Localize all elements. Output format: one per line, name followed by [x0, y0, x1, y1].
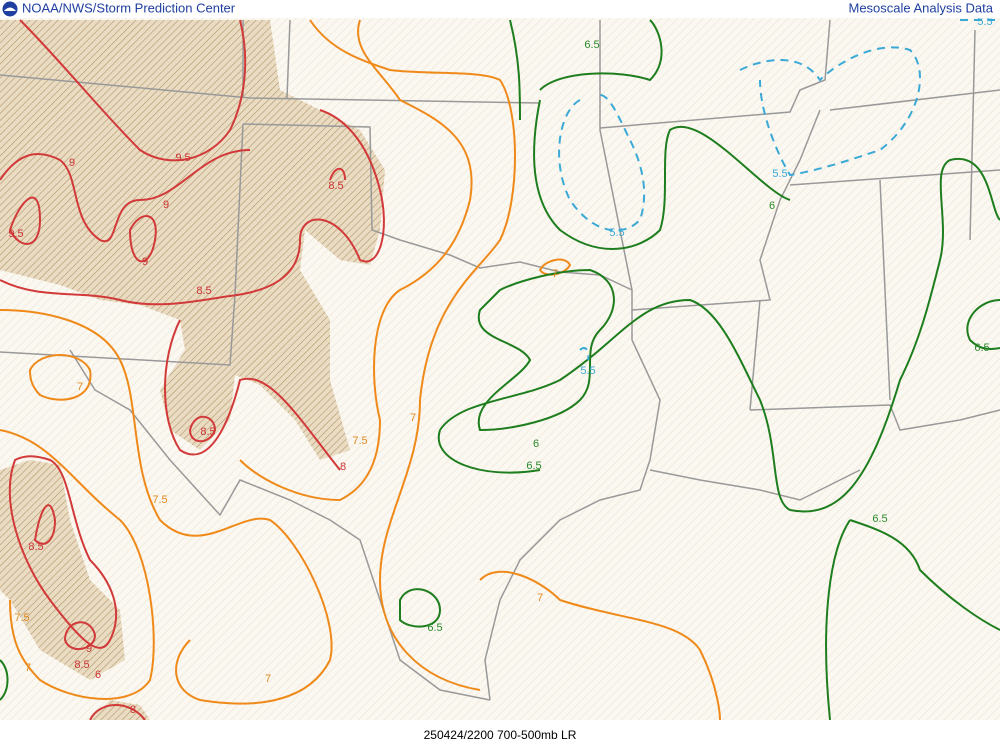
contour-label: 7.5	[152, 494, 167, 506]
contour-label: 6	[533, 438, 539, 450]
contour-label: 7	[77, 381, 83, 393]
shaded-region	[0, 20, 385, 460]
contour-label: 9	[142, 256, 148, 268]
contour-label: 8.5	[28, 541, 43, 553]
shaded-region	[0, 460, 125, 680]
header-left: NOAA/NWS/Storm Prediction Center	[22, 0, 236, 15]
contour-label: 9	[163, 199, 169, 211]
contour-label: 8	[130, 704, 136, 716]
contour-label: 8.5	[196, 285, 211, 297]
contour-label: 7	[265, 673, 271, 685]
footer-bar	[0, 720, 1000, 750]
contour-label: 6	[769, 200, 775, 212]
contour-label: 5.5	[580, 365, 595, 377]
contour-label: 6.5	[974, 342, 989, 354]
contour-label: 6.5	[427, 622, 442, 634]
contour-label: 9	[69, 157, 75, 169]
contour-label: 7	[410, 412, 416, 424]
contour-label: 8.5	[74, 659, 89, 671]
contour-label: 9	[86, 643, 92, 655]
contour-label: 8	[340, 461, 346, 473]
contour-label: 8.5	[328, 180, 343, 192]
contour-label: 5.5	[609, 227, 624, 239]
contour-label: 6.5	[526, 460, 541, 472]
contour-label: 7.5	[14, 612, 29, 624]
header-right: Mesoscale Analysis Data	[848, 0, 993, 15]
contour-label: 9.5	[8, 228, 23, 240]
contour-label: 5.5	[977, 16, 992, 28]
header-bar	[0, 0, 1000, 18]
noaa-logo-bird	[4, 7, 16, 11]
contour-labels: 6.5 5.5 9.5 9 8.5 9 9.5 9 8.5 5.5 6 5.5 …	[8, 16, 992, 716]
contour-label: 7	[25, 662, 31, 674]
contour-label: 8.5	[200, 426, 215, 438]
contours	[0, 19, 1000, 721]
contour-label: 5.5	[772, 168, 787, 180]
shaded-region	[90, 700, 150, 720]
footer-label: 250424/2200 700-500mb LR	[424, 728, 577, 742]
borders	[0, 19, 1000, 701]
contour-label: 6.5	[872, 513, 887, 525]
contour-label: 7	[552, 268, 558, 280]
contour-label: 7.5	[352, 435, 367, 447]
contour-label: 6.5	[584, 39, 599, 51]
contour-label: 7	[537, 592, 543, 604]
contour-label: 6	[95, 669, 101, 681]
contour-label: 9.5	[175, 152, 190, 164]
